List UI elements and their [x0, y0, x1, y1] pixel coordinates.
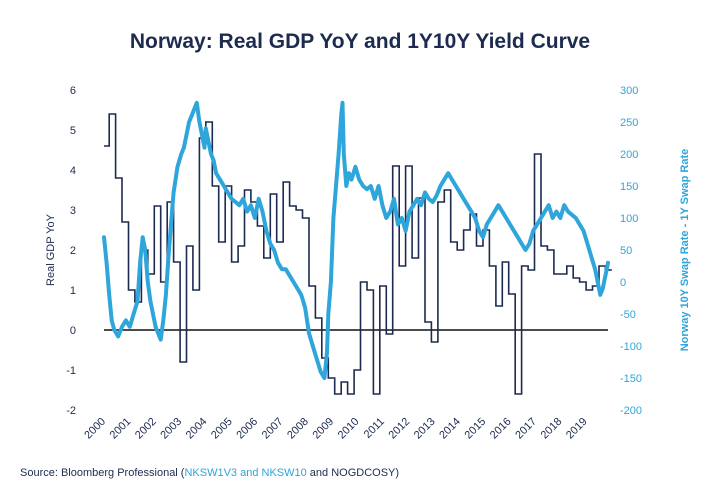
chart-title: Norway: Real GDP YoY and 1Y10Y Yield Cur…: [129, 30, 591, 53]
x-tick-label: 2007: [260, 416, 286, 442]
right-tick-label: 0: [620, 277, 626, 289]
source-note: Source: Bloomberg Professional (NKSW1V3 …: [20, 467, 399, 479]
swap-series-layer: [102, 100, 610, 380]
x-tick-label: 2012: [387, 416, 413, 442]
x-tick-label: 2019: [564, 416, 590, 442]
source-prefix: Source: Bloomberg Professional (: [20, 467, 185, 479]
right-tick-label: -50: [620, 309, 636, 321]
left-tick-label: -2: [66, 405, 76, 417]
x-tick-label: 2010: [336, 416, 362, 442]
right-tick-label: -200: [620, 405, 642, 417]
x-tick-label: 2006: [234, 416, 260, 442]
left-axis-title: Real GDP YoY: [45, 213, 57, 286]
right-tick-label: -100: [620, 341, 642, 353]
right-tick-label: 250: [620, 117, 638, 129]
x-tick-label: 2015: [463, 416, 489, 442]
right-tick-label: 300: [620, 85, 638, 97]
right-tick-label: -150: [620, 373, 642, 385]
left-tick-label: 6: [70, 85, 76, 97]
left-tick-label: 2: [70, 245, 76, 257]
left-tick-label: 1: [70, 285, 76, 297]
x-tick-label: 2016: [488, 416, 514, 442]
source-highlight: NKSW1V3 and NKSW10: [184, 467, 307, 479]
left-tick-label: 5: [70, 125, 76, 137]
x-tick-label: 2017: [513, 416, 539, 442]
x-tick-label: 2000: [82, 416, 108, 442]
right-axis-title: Norway 10Y Swap Rate - 1Y Swap Rate: [679, 149, 691, 352]
x-tick-label: 2014: [437, 416, 463, 442]
left-tick-label: 3: [70, 205, 76, 217]
right-tick-label: 50: [620, 245, 632, 257]
right-tick-label: 200: [620, 149, 638, 161]
x-tick-label: 2008: [285, 416, 311, 442]
left-tick-label: -1: [66, 365, 76, 377]
left-tick-label: 0: [70, 325, 76, 337]
x-tick-label: 2011: [362, 416, 387, 441]
x-tick-label: 2001: [108, 416, 134, 442]
x-tick-label: 2004: [184, 416, 210, 442]
right-tick-label: 150: [620, 181, 638, 193]
x-tick-label: 2009: [310, 416, 336, 442]
x-tick-label: 2003: [158, 416, 184, 442]
x-tick-label: 2002: [133, 416, 159, 442]
x-tick-label: 2018: [539, 416, 565, 442]
x-tick-label: 2005: [209, 416, 235, 442]
gdp-series-layer: [103, 113, 612, 395]
source-suffix: and NOGDCOSY): [306, 467, 400, 479]
right-tick-label: 100: [620, 213, 638, 225]
x-tick-label: 2013: [412, 416, 438, 442]
left-tick-label: 4: [70, 165, 76, 177]
